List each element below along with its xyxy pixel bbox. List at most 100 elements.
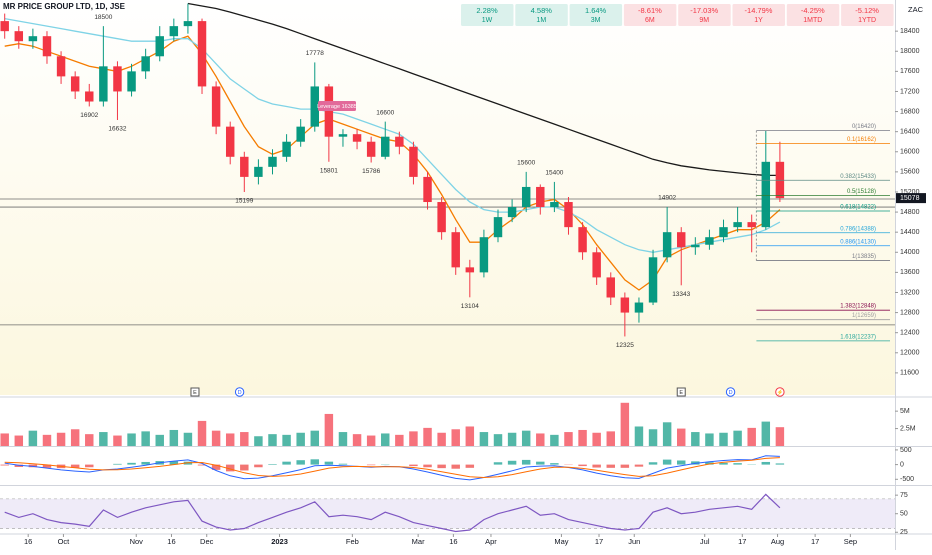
macd-histogram: [466, 465, 474, 468]
price-annotation: 15199: [235, 198, 253, 205]
price-annotation: 14902: [658, 195, 676, 202]
candle-body: [451, 232, 459, 267]
volume-bar: [43, 435, 51, 446]
y-tick-label: 17200: [900, 88, 920, 95]
volume-bar: [550, 435, 558, 446]
x-tick-label: Nov: [130, 537, 144, 546]
candle-body: [423, 177, 431, 202]
y-tick-label: 0: [900, 461, 904, 468]
perf-period: 1M: [536, 17, 546, 24]
volume-bar: [71, 429, 79, 446]
perf-period: 9M: [699, 17, 709, 24]
perf-period: 1Y: [754, 17, 763, 24]
perf-value: 2.28%: [476, 6, 498, 15]
x-tick-label: Feb: [346, 537, 359, 546]
volume-bar: [212, 431, 220, 446]
price-annotation: 13343: [672, 291, 690, 298]
candle-body: [677, 232, 685, 247]
fib-label: 0.1(16162): [847, 137, 876, 143]
volume-bar: [85, 434, 93, 446]
x-tick-label: 17: [738, 537, 746, 546]
x-tick-label: Jun: [628, 537, 640, 546]
y-tick-label: 13600: [900, 269, 920, 276]
y-tick-label: 25: [900, 529, 908, 536]
volume-bar: [451, 429, 459, 446]
volume-bar: [170, 430, 178, 446]
candle-body: [226, 127, 234, 157]
macd-histogram: [592, 465, 600, 468]
candle-body: [550, 202, 558, 207]
price-annotation: 15801: [320, 167, 338, 174]
macd-histogram: [649, 462, 657, 464]
volume-bar: [268, 434, 276, 446]
macd-histogram: [550, 463, 558, 464]
y-tick-label: 17600: [900, 68, 920, 75]
macd-histogram: [282, 462, 290, 465]
candle-body: [240, 157, 248, 177]
y-tick-label: 14000: [900, 249, 920, 256]
y-tick-label: 12000: [900, 350, 920, 357]
volume-bar: [635, 426, 643, 446]
event-label: E: [679, 390, 683, 396]
macd-histogram: [254, 465, 262, 468]
candle-body: [621, 298, 629, 313]
y-tick-label: -500: [900, 476, 914, 483]
price-annotation: 17778: [306, 50, 324, 57]
volume-bar: [649, 429, 657, 446]
price-annotation: 13104: [461, 303, 479, 310]
volume-bar: [776, 427, 784, 446]
y-tick-label: 75: [900, 492, 908, 499]
candle-body: [762, 162, 770, 227]
volume-bar: [705, 433, 713, 446]
fib-label: 0.618(14822): [840, 205, 876, 211]
volume-bar: [381, 433, 389, 446]
volume-bar: [719, 433, 727, 446]
x-tick-label: 17: [595, 537, 603, 546]
volume-bar: [254, 436, 262, 446]
candle-body: [607, 277, 615, 297]
x-tick-label: Dec: [200, 537, 214, 546]
y-tick-label: 18400: [900, 28, 920, 35]
x-tick-label: 16: [449, 537, 457, 546]
price-annotation: 16632: [108, 126, 126, 133]
tag: Leverage 16385: [317, 104, 357, 110]
macd-histogram: [508, 461, 516, 465]
volume-bar: [184, 433, 192, 446]
event-label: ⚡: [776, 389, 783, 396]
volume-bar: [141, 431, 149, 446]
macd-histogram: [409, 465, 417, 466]
y-tick-label: 500: [900, 447, 912, 454]
y-tick-label: 14800: [900, 209, 920, 216]
candle-body: [494, 217, 502, 237]
candle-body: [156, 36, 164, 56]
y-tick-label: 13200: [900, 289, 920, 296]
last-price: 15078: [900, 195, 920, 202]
macd-histogram: [85, 465, 93, 468]
y-tick-label: 16400: [900, 129, 920, 136]
x-tick-label: Oct: [58, 537, 71, 546]
volume-bar: [57, 433, 65, 446]
event-label: D: [238, 390, 242, 396]
volume-bar: [156, 435, 164, 446]
macd-histogram: [311, 459, 319, 464]
y-tick-label: 16800: [900, 108, 920, 115]
candle-body: [564, 202, 572, 227]
volume-bar: [677, 429, 685, 446]
volume-bar: [296, 433, 304, 446]
macd-histogram: [296, 460, 304, 464]
candle-body: [691, 245, 699, 248]
x-tick-label: 16: [24, 537, 32, 546]
volume-bar: [578, 430, 586, 446]
candle-body: [367, 142, 375, 157]
macd-histogram: [367, 465, 375, 466]
macd-histogram: [451, 465, 459, 469]
y-tick-label: 12800: [900, 309, 920, 316]
volume-bar: [395, 435, 403, 446]
macd-histogram: [240, 465, 248, 471]
volume-bar: [240, 432, 248, 446]
macd-line: [5, 456, 780, 480]
price-annotation: 15400: [545, 170, 563, 177]
perf-period: 1YTD: [858, 17, 876, 24]
candle-body: [719, 227, 727, 237]
candle-body: [325, 86, 333, 136]
